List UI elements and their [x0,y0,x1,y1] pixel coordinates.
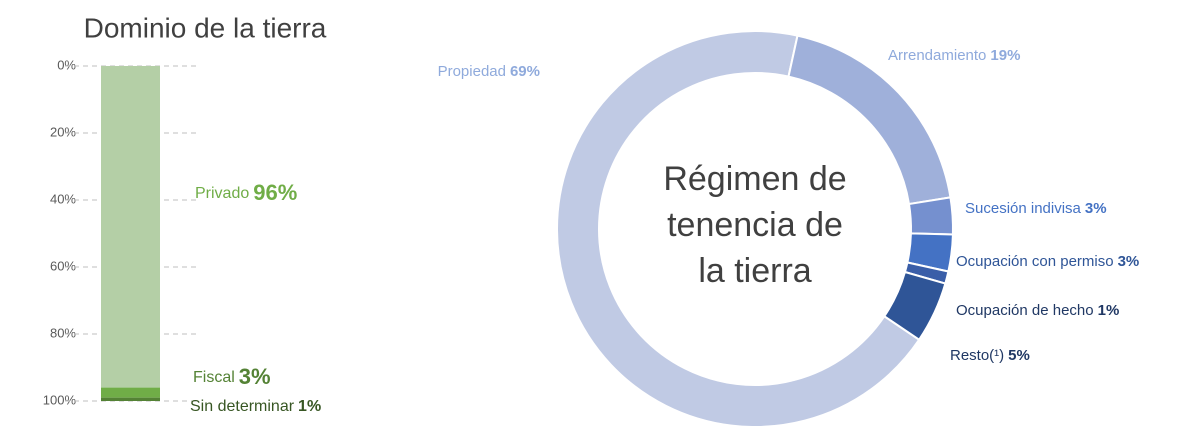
y-tick-label: 20% [50,124,76,139]
category: Resto(¹) [950,347,1004,364]
slice-label: Sucesión indivisa 3% [965,200,1107,217]
value-label: 3% [1118,253,1140,270]
series-name: Sin determinar [190,398,295,415]
data-label: Privado 96% [195,180,297,205]
y-tick-label: 100% [43,392,77,407]
donut-title-line: Régimen de [663,160,846,198]
value-label: 96% [253,180,297,205]
donut-title-line: la tierra [698,252,811,290]
value-label: 3% [1085,200,1107,217]
bar-segment [101,66,160,388]
y-tick-label: 40% [50,191,76,206]
donut-slice [882,270,947,342]
donut-title-line: tenencia de [667,206,843,244]
y-tick-label: 80% [50,325,76,340]
category: Ocupación de hecho [956,302,1094,319]
category: Arrendamiento [888,47,986,64]
series-name: Privado [195,185,249,202]
donut-slice [556,30,921,426]
slice-label: Resto(¹) 5% [950,347,1030,364]
slice-label: Propiedad 69% [438,63,540,80]
slice-label: Ocupación de hecho 1% [956,302,1119,319]
slice-label: Ocupación con permiso 3% [956,253,1139,270]
series-name: Fiscal [193,369,235,386]
donut-slice [907,196,954,236]
category: Propiedad [438,63,506,80]
value-label: 19% [990,47,1020,64]
bar-segment [101,397,160,401]
value-label: 5% [1008,347,1030,364]
data-label: Fiscal 3% [193,364,271,389]
y-tick-label: 60% [50,258,76,273]
value-label: 3% [239,364,271,389]
value-label: 1% [1098,302,1120,319]
value-label: 1% [298,398,321,415]
data-label: Sin determinar 1% [190,398,321,415]
bar-segment [101,387,160,398]
donut-title: Régimen de tenencia de la tierra [663,160,846,290]
value-label: 69% [510,63,540,80]
category: Ocupación con permiso [956,253,1114,270]
slice-label: Arrendamiento 19% [888,47,1020,64]
category: Sucesión indivisa [965,200,1082,217]
bar-title: Dominio de la tierra [84,12,327,43]
y-tick-label: 0% [57,57,76,72]
